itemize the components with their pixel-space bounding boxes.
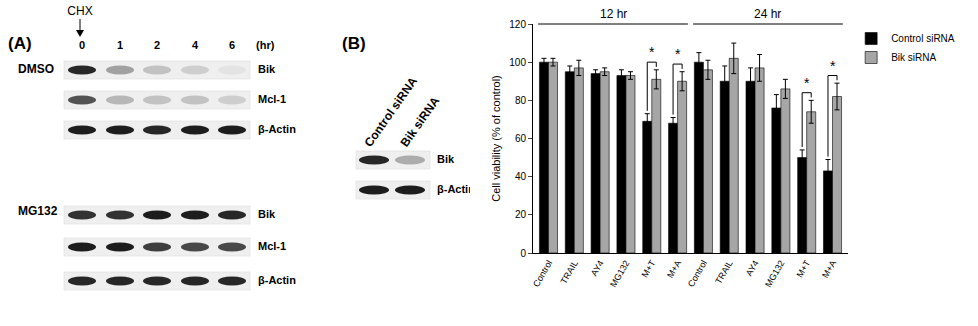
svg-text:20: 20 (515, 209, 527, 220)
svg-text:Control siRNA: Control siRNA (891, 33, 955, 44)
svg-text:Control siRNA: Control siRNA (361, 74, 421, 150)
svg-text:*: * (649, 44, 655, 60)
svg-text:Cell viability (% of control): Cell viability (% of control) (490, 75, 502, 202)
svg-text:TRAIL: TRAIL (559, 259, 580, 286)
svg-text:M+T: M+T (640, 258, 658, 279)
svg-text:*: * (675, 46, 681, 62)
svg-text:12 hr: 12 hr (600, 7, 627, 21)
svg-text:0: 0 (520, 248, 526, 259)
svg-text:AY4: AY4 (589, 259, 606, 278)
svg-text:Mcl-1: Mcl-1 (258, 240, 286, 252)
svg-text:2: 2 (154, 39, 160, 51)
svg-text:1: 1 (117, 39, 123, 51)
svg-text:Mcl-1: Mcl-1 (258, 93, 286, 105)
svg-text:DMSO: DMSO (18, 62, 54, 76)
svg-text:Bik: Bik (437, 153, 455, 165)
svg-text:Bik siRNA: Bik siRNA (891, 52, 936, 63)
svg-text:M+T: M+T (795, 258, 813, 279)
svg-text:60: 60 (515, 133, 527, 144)
svg-text:(hr): (hr) (256, 39, 275, 51)
svg-text:(A): (A) (8, 34, 32, 53)
svg-text:4: 4 (192, 39, 199, 51)
svg-text:80: 80 (515, 95, 527, 106)
svg-text:MG132: MG132 (763, 259, 786, 290)
svg-text:Control: Control (531, 259, 554, 289)
svg-text:β-Actin: β-Actin (437, 183, 475, 195)
svg-text:TRAIL: TRAIL (713, 259, 734, 286)
svg-text:0: 0 (79, 39, 85, 51)
svg-text:β-Actin: β-Actin (258, 274, 296, 286)
svg-text:M+A: M+A (665, 259, 683, 280)
svg-text:120: 120 (509, 19, 526, 30)
svg-text:*: * (830, 58, 836, 74)
svg-text:β-Actin: β-Actin (258, 123, 296, 135)
svg-text:24 hr: 24 hr (754, 7, 781, 21)
svg-text:MG132: MG132 (18, 204, 58, 218)
svg-text:MG132: MG132 (608, 259, 631, 290)
svg-text:Bik: Bik (258, 63, 276, 75)
svg-text:6: 6 (229, 39, 235, 51)
svg-text:*: * (804, 75, 810, 91)
svg-text:40: 40 (515, 171, 527, 182)
svg-text:M+A: M+A (820, 259, 838, 280)
svg-text:AY4: AY4 (744, 259, 761, 278)
svg-text:Control: Control (686, 259, 709, 289)
svg-text:Bik: Bik (258, 208, 276, 220)
svg-text:Bik siRNA: Bik siRNA (398, 94, 443, 150)
svg-text:100: 100 (509, 57, 526, 68)
svg-text:(B): (B) (342, 34, 366, 53)
svg-text:CHX: CHX (67, 4, 92, 18)
